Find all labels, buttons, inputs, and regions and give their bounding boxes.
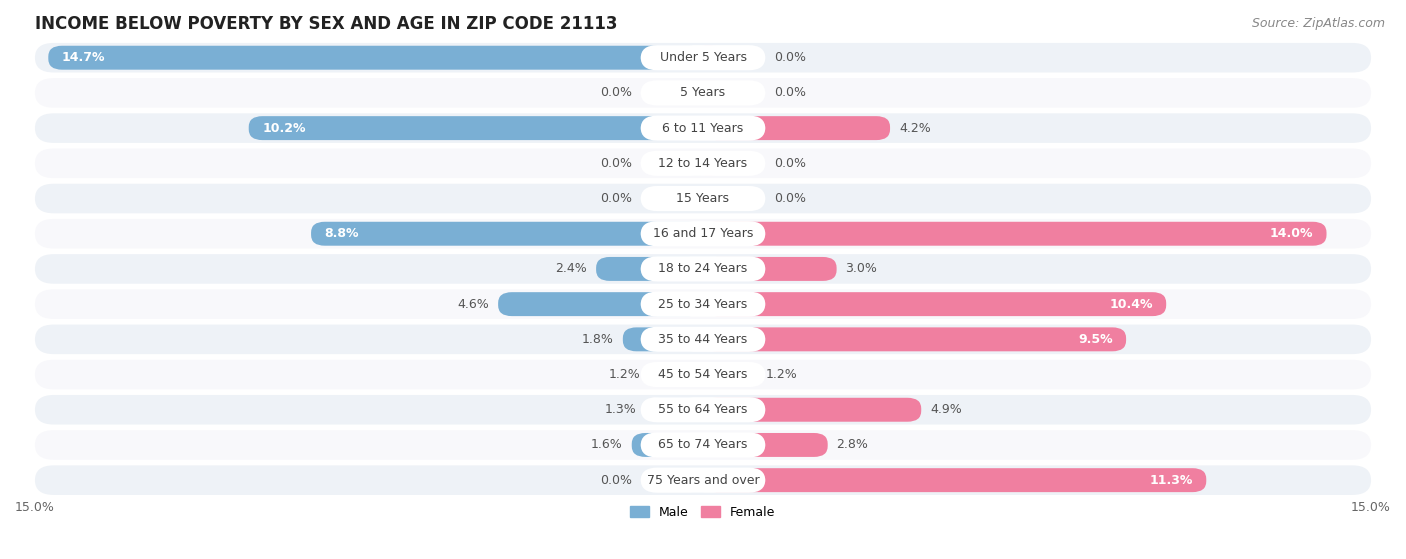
FancyBboxPatch shape — [641, 327, 765, 352]
FancyBboxPatch shape — [35, 149, 1371, 178]
Text: 4.9%: 4.9% — [931, 403, 962, 416]
FancyBboxPatch shape — [35, 325, 1371, 354]
Text: 25 to 34 Years: 25 to 34 Years — [658, 297, 748, 311]
Text: 0.0%: 0.0% — [600, 87, 631, 100]
FancyBboxPatch shape — [35, 395, 1371, 424]
Text: 75 Years and over: 75 Years and over — [647, 473, 759, 487]
FancyBboxPatch shape — [641, 116, 765, 141]
Text: 3.0%: 3.0% — [845, 262, 877, 276]
FancyBboxPatch shape — [35, 290, 1371, 319]
FancyBboxPatch shape — [249, 116, 703, 140]
Text: 11.3%: 11.3% — [1150, 473, 1192, 487]
FancyBboxPatch shape — [498, 292, 703, 316]
FancyBboxPatch shape — [35, 466, 1371, 495]
Text: 0.0%: 0.0% — [775, 87, 806, 100]
Text: 1.2%: 1.2% — [609, 368, 641, 381]
Text: 0.0%: 0.0% — [600, 192, 631, 205]
Text: 45 to 54 Years: 45 to 54 Years — [658, 368, 748, 381]
FancyBboxPatch shape — [596, 257, 703, 281]
FancyBboxPatch shape — [703, 398, 921, 421]
Text: 2.4%: 2.4% — [555, 262, 588, 276]
FancyBboxPatch shape — [702, 187, 716, 211]
Text: Source: ZipAtlas.com: Source: ZipAtlas.com — [1251, 17, 1385, 30]
Text: 18 to 24 Years: 18 to 24 Years — [658, 262, 748, 276]
Text: 0.0%: 0.0% — [600, 157, 631, 170]
FancyBboxPatch shape — [650, 363, 703, 386]
FancyBboxPatch shape — [35, 254, 1371, 284]
Text: 35 to 44 Years: 35 to 44 Years — [658, 333, 748, 346]
FancyBboxPatch shape — [641, 151, 765, 176]
FancyBboxPatch shape — [48, 46, 703, 70]
Text: INCOME BELOW POVERTY BY SEX AND AGE IN ZIP CODE 21113: INCOME BELOW POVERTY BY SEX AND AGE IN Z… — [35, 15, 617, 33]
FancyBboxPatch shape — [641, 362, 765, 387]
FancyBboxPatch shape — [35, 219, 1371, 249]
Text: 1.2%: 1.2% — [765, 368, 797, 381]
FancyBboxPatch shape — [703, 257, 837, 281]
FancyBboxPatch shape — [35, 430, 1371, 459]
Text: 0.0%: 0.0% — [775, 192, 806, 205]
FancyBboxPatch shape — [703, 433, 828, 457]
Text: 2.8%: 2.8% — [837, 438, 869, 452]
FancyBboxPatch shape — [641, 292, 765, 317]
Legend: Male, Female: Male, Female — [626, 500, 780, 524]
Text: 1.6%: 1.6% — [591, 438, 623, 452]
FancyBboxPatch shape — [641, 257, 765, 282]
FancyBboxPatch shape — [702, 151, 716, 176]
Text: 1.3%: 1.3% — [605, 403, 636, 416]
Text: 15 Years: 15 Years — [676, 192, 730, 205]
FancyBboxPatch shape — [641, 433, 765, 457]
FancyBboxPatch shape — [703, 468, 1206, 492]
Text: 16 and 17 Years: 16 and 17 Years — [652, 227, 754, 240]
Text: 0.0%: 0.0% — [775, 51, 806, 64]
FancyBboxPatch shape — [690, 81, 704, 105]
Text: 4.6%: 4.6% — [457, 297, 489, 311]
Text: 0.0%: 0.0% — [600, 473, 631, 487]
Text: 1.8%: 1.8% — [582, 333, 614, 346]
FancyBboxPatch shape — [641, 467, 765, 492]
Text: 8.8%: 8.8% — [325, 227, 359, 240]
Text: 65 to 74 Years: 65 to 74 Years — [658, 438, 748, 452]
FancyBboxPatch shape — [35, 43, 1371, 73]
FancyBboxPatch shape — [641, 80, 765, 106]
FancyBboxPatch shape — [641, 397, 765, 422]
FancyBboxPatch shape — [35, 113, 1371, 143]
FancyBboxPatch shape — [703, 363, 756, 386]
FancyBboxPatch shape — [641, 221, 765, 247]
Text: 6 to 11 Years: 6 to 11 Years — [662, 122, 744, 135]
FancyBboxPatch shape — [690, 151, 704, 176]
FancyBboxPatch shape — [703, 222, 1326, 246]
FancyBboxPatch shape — [35, 78, 1371, 108]
FancyBboxPatch shape — [35, 360, 1371, 389]
Text: Under 5 Years: Under 5 Years — [659, 51, 747, 64]
FancyBboxPatch shape — [311, 222, 703, 246]
Text: 10.4%: 10.4% — [1109, 297, 1153, 311]
FancyBboxPatch shape — [641, 186, 765, 211]
Text: 14.7%: 14.7% — [62, 51, 105, 64]
FancyBboxPatch shape — [631, 433, 703, 457]
Text: 14.0%: 14.0% — [1270, 227, 1313, 240]
Text: 9.5%: 9.5% — [1078, 333, 1112, 346]
Text: 12 to 14 Years: 12 to 14 Years — [658, 157, 748, 170]
FancyBboxPatch shape — [702, 46, 716, 70]
FancyBboxPatch shape — [702, 81, 716, 105]
FancyBboxPatch shape — [641, 45, 765, 70]
Text: 5 Years: 5 Years — [681, 87, 725, 100]
FancyBboxPatch shape — [703, 328, 1126, 351]
Text: 55 to 64 Years: 55 to 64 Years — [658, 403, 748, 416]
FancyBboxPatch shape — [623, 328, 703, 351]
FancyBboxPatch shape — [35, 184, 1371, 214]
FancyBboxPatch shape — [690, 468, 704, 492]
Text: 0.0%: 0.0% — [775, 157, 806, 170]
Text: 10.2%: 10.2% — [262, 122, 305, 135]
FancyBboxPatch shape — [703, 292, 1166, 316]
FancyBboxPatch shape — [645, 398, 703, 421]
FancyBboxPatch shape — [703, 116, 890, 140]
FancyBboxPatch shape — [690, 187, 704, 211]
Text: 4.2%: 4.2% — [898, 122, 931, 135]
